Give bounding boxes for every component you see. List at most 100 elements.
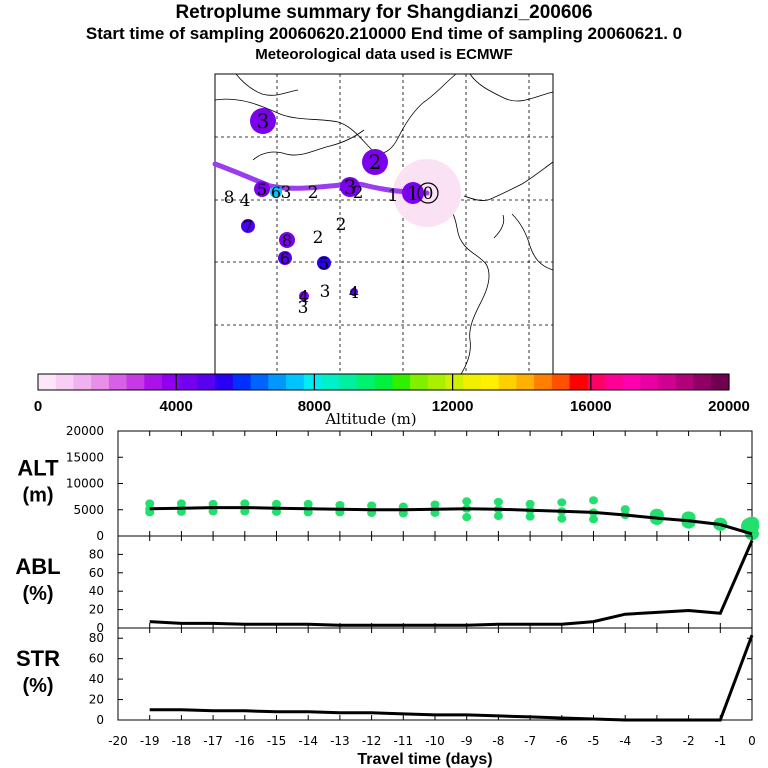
y-tick-label: 80 <box>89 547 104 561</box>
y-tick-label: 60 <box>89 652 104 666</box>
map-cluster-label: 6 <box>270 183 282 202</box>
altitude-colorbar: 0 4000 8000 12000 16000 20000 <box>34 373 750 415</box>
map-cluster-label: 3 <box>250 108 276 134</box>
colorbar-swatch <box>321 374 340 390</box>
x-tick-label: -16 <box>235 734 255 748</box>
colorbar-swatch <box>55 374 75 390</box>
time-series-panels: 20000 15000 10000 5000 0 ALT (m) 80 60 40 20 0 ABL (%… <box>15 424 759 768</box>
y-tick-label: 20 <box>89 693 104 707</box>
colorbar-swatch <box>91 374 110 390</box>
x-tick-label: -9 <box>461 734 473 748</box>
map-cluster-label: 3 <box>320 282 331 302</box>
altitude-spread-point <box>430 500 440 509</box>
cluster-dot <box>241 219 255 233</box>
release-marker <box>417 182 439 204</box>
cluster-dot <box>279 232 295 248</box>
map-cluster-label: 3 <box>340 175 360 199</box>
altitude-spread-point <box>335 500 345 510</box>
cluster-dot <box>270 186 282 198</box>
colorbar-swatch <box>604 374 624 390</box>
x-tick-label: -19 <box>140 734 160 748</box>
altitude-spread-point <box>176 499 186 508</box>
colorbar-swatch <box>108 374 128 390</box>
x-tick-label: -7 <box>524 734 536 748</box>
map-cluster-label: 8 <box>224 188 235 208</box>
cluster-number: 5 <box>257 180 267 199</box>
altitude-spread-point <box>462 497 472 506</box>
map-cluster-label: 0 <box>417 182 439 204</box>
map-cluster-label: 4 <box>299 287 309 306</box>
cluster-number: 7 <box>243 217 253 236</box>
colorbar-swatch <box>392 374 411 390</box>
x-tick-label: -10 <box>425 734 445 748</box>
colorbar-tick-label: 4000 <box>160 398 193 415</box>
x-tick-label: -1 <box>714 734 726 748</box>
map-cluster-label: 5 <box>254 180 270 199</box>
altitude-spread-point <box>240 499 250 508</box>
x-tick-label: -12 <box>362 734 382 748</box>
x-tick-label: -14 <box>298 734 318 748</box>
colorbar-swatch <box>179 374 199 390</box>
map-cluster-label: 2 <box>336 215 347 235</box>
x-tick-label: -17 <box>203 734 223 748</box>
str-fraction-line <box>149 634 754 722</box>
altitude-spread-point <box>272 499 281 509</box>
colorbar-swatch <box>286 374 305 390</box>
altitude-spread-point <box>462 513 472 522</box>
x-tick-label: -5 <box>588 734 600 748</box>
y-tick-label: 15000 <box>66 450 104 464</box>
map-cluster-label: 5 <box>317 254 331 273</box>
colorbar-swatch <box>640 374 659 390</box>
altitude-spread-point <box>145 499 155 508</box>
colorbar-swatch <box>144 374 163 390</box>
colorbar-swatch <box>250 374 269 390</box>
y-tick-label: 20000 <box>66 424 104 438</box>
sampling-times: Start time of sampling 20060620.210000 E… <box>85 24 683 43</box>
panel-abl: 80 60 40 20 0 ABL (%) <box>15 535 754 635</box>
map-cluster-label: 3 <box>298 298 309 318</box>
y-tick-label: 5000 <box>73 503 104 517</box>
map-cluster-label: 2 <box>353 183 364 203</box>
x-tick-label: -20 <box>108 734 128 748</box>
panel-label: ABL <box>15 554 60 579</box>
map-cluster-label: 8 <box>279 231 295 250</box>
panel-label: ALT <box>17 456 59 481</box>
altitude-spread-point <box>525 499 535 509</box>
panel-unit: (%) <box>22 583 53 605</box>
altitude-spread-point <box>367 501 377 510</box>
altitude-spread-point <box>493 497 503 506</box>
altitude-spread-point <box>589 515 598 524</box>
altitude-spread-point <box>493 512 503 521</box>
colorbar-swatch <box>303 374 323 390</box>
cluster-number: 3 <box>320 282 331 302</box>
altitude-median-line <box>149 506 753 536</box>
cluster-number: 8 <box>224 188 235 208</box>
y-tick-label: 20 <box>89 603 104 617</box>
colorbar-swatch <box>38 374 57 390</box>
colorbar-swatch <box>410 374 429 390</box>
colorbar-swatch <box>480 374 500 390</box>
cluster-dot <box>340 177 360 197</box>
panel-frame <box>117 627 753 721</box>
altitude-spread-point <box>208 499 218 509</box>
cluster-number: 5 <box>319 254 329 273</box>
x-tick-label: -3 <box>651 734 663 748</box>
cluster-number: 6 <box>271 183 281 202</box>
x-tick-label: -8 <box>492 734 504 748</box>
colorbar-swatch <box>658 374 677 390</box>
cluster-number: 8 <box>282 231 292 250</box>
colorbar-frame <box>37 373 730 391</box>
x-tick-label: -11 <box>393 734 413 748</box>
cluster-dot <box>402 182 424 204</box>
altitude-spread-point <box>557 498 567 507</box>
panel-label: STR <box>16 646 60 671</box>
colorbar-swatch <box>693 374 712 390</box>
map-cluster-label: 1 <box>402 181 424 205</box>
colorbar-swatch <box>463 374 482 390</box>
colorbar-swatch <box>675 374 695 390</box>
cluster-number: 1 <box>388 186 399 206</box>
colorbar-tick-label: 16000 <box>570 398 612 415</box>
chart-title: Retroplume summary for Shangdianzi_20060… <box>175 2 593 23</box>
